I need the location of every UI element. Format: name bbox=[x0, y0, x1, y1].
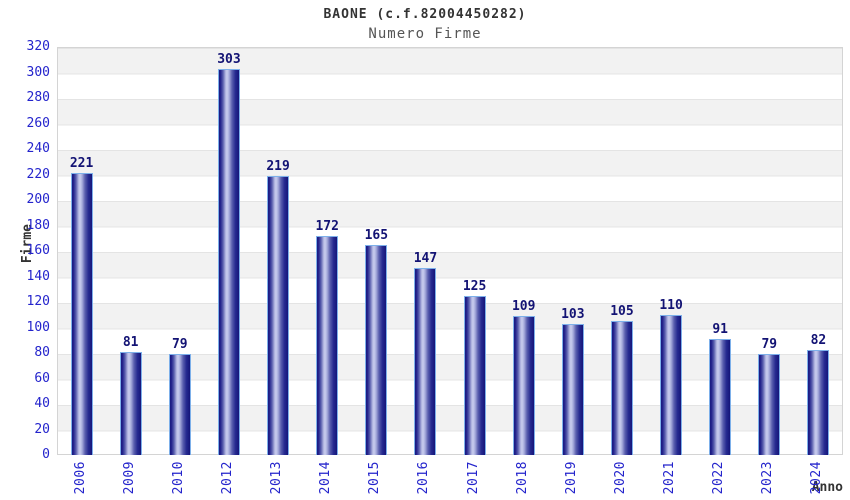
bar-value-label: 147 bbox=[413, 250, 438, 266]
bar bbox=[217, 68, 240, 455]
y-tick-label: 280 bbox=[26, 90, 50, 105]
y-tick-label: 240 bbox=[26, 141, 50, 156]
chart-subtitle: Numero Firme bbox=[368, 26, 482, 42]
x-tick-label: 2020 bbox=[612, 461, 628, 495]
bar bbox=[365, 244, 388, 455]
bar-value-label: 91 bbox=[712, 321, 729, 337]
y-tick-label: 260 bbox=[26, 115, 50, 131]
bar bbox=[709, 338, 732, 455]
y-tick-label: 200 bbox=[26, 192, 50, 207]
y-tick-label: 300 bbox=[26, 64, 50, 80]
y-tick-label: 80 bbox=[34, 345, 50, 360]
y-tick-label: 120 bbox=[26, 294, 50, 309]
bar bbox=[463, 295, 486, 455]
y-tick-label: 180 bbox=[26, 217, 50, 233]
bar bbox=[610, 321, 633, 455]
bar bbox=[807, 350, 830, 455]
bar-value-label: 125 bbox=[462, 278, 487, 294]
bar-value-label: 105 bbox=[610, 304, 634, 320]
y-tick-label: 140 bbox=[26, 268, 50, 284]
x-tick-label: 2015 bbox=[367, 461, 383, 495]
bar bbox=[660, 314, 683, 455]
bar-value-label: 79 bbox=[761, 337, 778, 353]
bar-value-label: 109 bbox=[511, 299, 536, 315]
bar-value-label: 165 bbox=[364, 227, 389, 243]
bar bbox=[414, 267, 437, 455]
bar-value-label: 303 bbox=[217, 51, 241, 67]
y-tick-label: 20 bbox=[34, 421, 50, 437]
bar-value-label: 79 bbox=[171, 337, 188, 353]
y-tick-label: 100 bbox=[26, 319, 50, 335]
x-tick-label: 2016 bbox=[416, 461, 432, 495]
y-tick-label: 220 bbox=[26, 166, 50, 182]
y-tick-label: 60 bbox=[34, 370, 50, 386]
bar bbox=[316, 235, 339, 455]
x-tick-label: 2017 bbox=[465, 461, 481, 495]
x-tick-label: 2018 bbox=[514, 461, 530, 495]
bar bbox=[119, 351, 142, 455]
y-tick-label: 40 bbox=[34, 396, 50, 411]
x-tick-label: 2009 bbox=[121, 461, 137, 495]
bar-value-label: 221 bbox=[69, 156, 94, 172]
x-tick-label: 2019 bbox=[563, 461, 579, 495]
x-axis-title: Anno bbox=[811, 480, 843, 495]
bar-value-label: 103 bbox=[561, 306, 585, 322]
x-tick-label: 2013 bbox=[269, 461, 285, 495]
bar-value-label: 219 bbox=[266, 158, 290, 174]
bar-value-label: 110 bbox=[659, 297, 683, 313]
x-tick-label: 2023 bbox=[760, 461, 776, 495]
chart-title: BAONE (c.f.82004450282) bbox=[323, 7, 527, 22]
y-tick-label: 320 bbox=[26, 39, 50, 54]
bar bbox=[561, 323, 584, 455]
x-tick-label: 2006 bbox=[72, 461, 88, 495]
y-tick-label: 0 bbox=[42, 447, 50, 462]
bar bbox=[267, 175, 290, 455]
x-tick-label: 2024 bbox=[809, 461, 825, 495]
bar bbox=[70, 173, 93, 455]
x-tick-label: 2022 bbox=[711, 461, 727, 495]
bar bbox=[168, 354, 191, 455]
bar-value-label: 172 bbox=[315, 218, 339, 234]
bar-value-label: 82 bbox=[810, 333, 827, 349]
bar bbox=[512, 316, 535, 455]
x-tick-label: 2012 bbox=[219, 461, 235, 495]
bar-value-label: 81 bbox=[122, 334, 139, 350]
y-tick-label: 160 bbox=[26, 243, 50, 258]
bar bbox=[758, 354, 781, 455]
x-tick-label: 2010 bbox=[170, 461, 186, 495]
x-tick-label: 2021 bbox=[662, 461, 678, 495]
x-tick-label: 2014 bbox=[318, 461, 334, 495]
